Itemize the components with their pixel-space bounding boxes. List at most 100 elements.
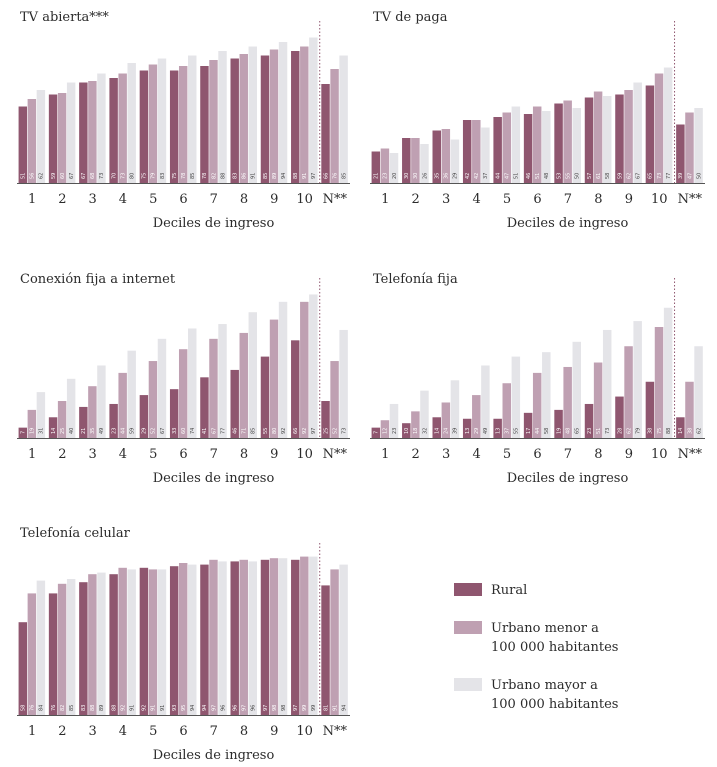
bar-urban-large (542, 111, 551, 183)
x-tick-label: 3 (89, 447, 97, 462)
data-label: 51 (514, 173, 520, 179)
bar-urban-large (278, 558, 288, 715)
bar-urban-small (624, 90, 633, 183)
bar-urban-large (389, 153, 399, 183)
data-label: 56 (30, 173, 36, 179)
data-label: 38 (648, 428, 654, 434)
data-label: 38 (687, 428, 693, 434)
legend-swatch (454, 678, 482, 691)
bar-urban-small (532, 372, 542, 438)
bar-urban-small (57, 93, 67, 183)
bar-urban-small (472, 395, 481, 438)
data-label: 39 (453, 428, 459, 434)
x-tick-label: 5 (149, 447, 157, 462)
x-tick-label: 2 (412, 447, 420, 462)
bar-rural (18, 427, 28, 438)
data-label: 93 (172, 705, 178, 711)
data-label: 41 (202, 428, 208, 434)
data-label: 94 (190, 705, 196, 711)
x-tick-label: 10 (296, 447, 313, 462)
x-tick-label: 1 (28, 724, 36, 739)
bar-urban-large (248, 46, 257, 183)
x-tick-label: 2 (58, 724, 66, 739)
data-label: 51 (535, 173, 541, 179)
chart-title: Conexión fija a internet (20, 272, 176, 287)
bar-urban-small (685, 381, 694, 438)
x-tick-label: 7 (210, 192, 218, 207)
x-tick-label: 7 (564, 192, 572, 207)
data-label: 88 (220, 173, 226, 179)
bar-rural (139, 395, 149, 438)
data-label: 20 (392, 173, 398, 179)
legend-item-urban-large: Urbano mayor a 100 000 habitantes (454, 678, 618, 712)
bar-rural (615, 396, 624, 438)
bar-urban-small (269, 319, 279, 438)
data-label: 88 (666, 428, 672, 434)
data-label: 68 (90, 173, 96, 179)
data-label: 42 (465, 173, 471, 179)
bar-urban-small (118, 372, 127, 438)
data-label: 23 (383, 173, 389, 179)
data-label: 44 (120, 428, 126, 434)
data-label: 30 (404, 173, 410, 179)
bar-rural (554, 409, 563, 438)
data-label: 7 (374, 431, 380, 434)
bar-urban-small (685, 112, 694, 183)
bar-urban-small (411, 138, 420, 183)
bar-rural (321, 84, 330, 183)
x-tick-label: 1 (381, 447, 389, 462)
data-label: 25 (323, 428, 329, 434)
data-label: 18 (413, 428, 419, 434)
x-tick-label: 9 (625, 192, 633, 207)
data-label: 31 (39, 428, 45, 434)
data-label: 46 (233, 428, 239, 434)
data-label: 60 (181, 428, 187, 434)
bar-urban-small (300, 556, 309, 715)
x-tick-label: 8 (594, 192, 602, 207)
bar-urban-large (481, 365, 490, 438)
x-tick-label: 6 (179, 447, 187, 462)
legend-label: 100 000 habitantes (491, 697, 618, 712)
data-label: 85 (251, 428, 257, 434)
bar-urban-small (209, 60, 218, 183)
bar-urban-large (127, 63, 136, 183)
data-label: 55 (514, 428, 520, 434)
bar-urban-small (269, 49, 279, 183)
data-label: 92 (120, 705, 126, 711)
bar-rural (432, 417, 441, 438)
bar-rural (109, 403, 118, 438)
data-label: 13 (495, 428, 501, 434)
data-label: 14 (51, 428, 57, 434)
data-label: 61 (596, 173, 602, 179)
data-label: 89 (272, 173, 278, 179)
data-label: 70 (111, 173, 117, 179)
bar-rural (79, 406, 88, 438)
bar-urban-large (188, 55, 197, 183)
data-label: 58 (605, 173, 611, 179)
bar-urban-small (178, 66, 188, 183)
bar-rural (371, 427, 381, 438)
data-label: 58 (21, 705, 27, 711)
bar-rural (200, 66, 209, 183)
data-label: 21 (81, 428, 87, 434)
bar-urban-small (239, 54, 248, 183)
data-label: 26 (422, 173, 428, 179)
legend-label: Rural (491, 583, 527, 598)
data-label: 17 (526, 428, 532, 434)
data-label: 80 (129, 173, 135, 179)
data-label: 94 (202, 705, 208, 711)
chart-title: Telefonía celular (20, 526, 131, 541)
data-label: 62 (39, 173, 45, 179)
data-label: 51 (21, 173, 27, 179)
x-tick-label: 6 (533, 192, 541, 207)
data-label: 19 (30, 428, 36, 434)
bar-urban-large (389, 403, 399, 438)
data-label: 78 (202, 173, 208, 179)
bar-urban-small (411, 411, 420, 438)
x-tick-label: 5 (149, 192, 157, 207)
data-label: 91 (332, 705, 338, 711)
x-axis-label: Deciles de ingreso (153, 471, 275, 486)
bar-urban-small (441, 402, 451, 438)
